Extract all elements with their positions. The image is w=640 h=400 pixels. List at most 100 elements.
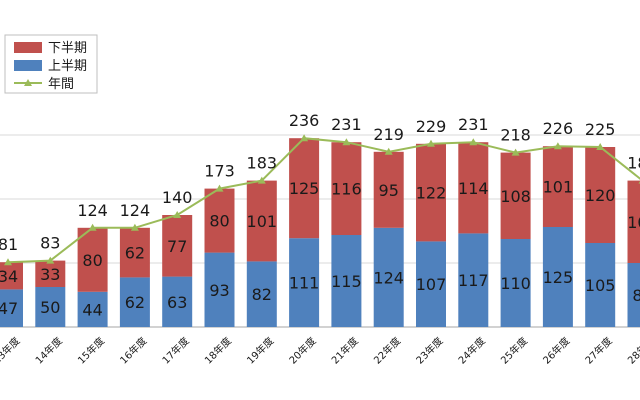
total-label-5: 173 [204, 162, 235, 181]
bar-upper-half-14 [585, 243, 616, 327]
bar-lower-half-2 [77, 227, 108, 292]
data-label-upper-half-14: 105 [585, 276, 616, 295]
data-label-upper-half-0: 47 [0, 299, 18, 318]
annual-marker-8 [342, 138, 351, 146]
data-label-upper-half-4: 63 [167, 293, 187, 312]
total-label-15: 183 [627, 154, 640, 173]
bar-lower-half-11 [458, 142, 489, 234]
total-label-6: 183 [247, 154, 278, 173]
data-label-lower-half-10: 122 [416, 184, 447, 203]
bar-lower-half-8 [331, 142, 362, 235]
legend-label-annual: 年間 [48, 77, 74, 92]
annual-marker-4 [173, 211, 182, 218]
legend-swatch-upper-half [14, 60, 42, 71]
legend-swatch-annual-marker [24, 79, 32, 86]
data-label-upper-half-8: 115 [331, 272, 362, 291]
total-label-8: 231 [331, 115, 362, 134]
total-labels: 81 83 124 124 140 173 183 236 231 219 229 231 218 226… [0, 111, 640, 254]
data-label-upper-half-2: 44 [82, 300, 102, 319]
bar-lower-half-14 [585, 147, 616, 243]
data-label-lower-half-14: 120 [585, 186, 616, 205]
bar-upper-half-10 [416, 241, 446, 327]
bar-upper-half-0 [0, 289, 23, 327]
annual-marker-6 [257, 176, 266, 184]
bar-upper-half-5 [204, 252, 235, 327]
legend-label-upper-half: 上半期 [48, 59, 87, 74]
bar-upper-half-11 [458, 233, 489, 327]
data-label-lower-half-15: 103 [627, 213, 640, 232]
data-label-upper-half-15: 80 [632, 286, 640, 305]
annual-marker-13 [553, 142, 562, 150]
data-label-lower-half-3: 62 [125, 244, 145, 263]
data-label-lower-half-13: 101 [543, 178, 574, 197]
legend-label-lower-half: 下半期 [48, 41, 87, 56]
bar-lower-half-3 [119, 227, 150, 278]
bar-lower-half-0 [0, 262, 23, 290]
data-label-upper-half-13: 125 [543, 268, 574, 287]
bar-upper-half-8 [331, 235, 362, 327]
total-label-14: 225 [585, 120, 616, 139]
total-label-10: 229 [416, 117, 447, 136]
data-label-lower-half-2: 80 [82, 251, 102, 270]
annual-line-series [4, 134, 640, 266]
total-label-13: 226 [543, 119, 574, 138]
annual-marker-5 [215, 184, 224, 192]
bar-lower-half-13 [542, 146, 573, 227]
annual-marker-12 [511, 148, 520, 156]
bar-lower-half-9 [373, 151, 404, 228]
bar-upper-half-4 [162, 276, 193, 327]
annual-marker-7 [300, 134, 309, 142]
data-label-lower-half-8: 116 [331, 180, 362, 199]
data-label-upper-half-10: 107 [416, 275, 447, 294]
data-label-upper-half-1: 50 [40, 298, 60, 317]
data-label-lower-half-11: 114 [458, 179, 489, 198]
data-label-lower-half-12: 108 [500, 187, 531, 206]
annual-marker-11 [469, 138, 478, 146]
annual-marker-3 [130, 223, 139, 231]
annual-marker-14 [596, 143, 605, 150]
bar-upper-half-2 [77, 291, 108, 327]
legend-swatch-lower-half [14, 42, 42, 53]
data-label-upper-half-3: 62 [125, 293, 145, 312]
bar-lower-half-7 [289, 138, 320, 239]
data-label-lower-half-9: 95 [379, 181, 399, 200]
total-label-7: 236 [289, 111, 320, 130]
bar-upper-half-9 [373, 227, 404, 327]
total-label-2: 124 [77, 201, 108, 220]
total-label-0: 81 [0, 235, 18, 254]
bar-upper-half-13 [542, 227, 573, 327]
data-label-upper-half-11: 117 [458, 271, 489, 290]
bar-lower-half-4 [162, 215, 193, 277]
data-label-upper-half-7: 111 [289, 274, 320, 293]
annual-marker-10 [427, 139, 435, 147]
bar-upper-half-1 [35, 287, 66, 327]
total-label-12: 218 [500, 126, 531, 145]
annual-marker-0 [4, 258, 12, 266]
annual-line [7, 137, 640, 264]
bar-series [0, 138, 640, 327]
bar-upper-half-3 [119, 277, 150, 327]
annual-marker-1 [46, 256, 55, 264]
bar-upper-half-7 [289, 238, 320, 327]
bar-upper-half-6 [246, 261, 277, 327]
data-label-upper-half-12: 110 [500, 274, 531, 293]
bar-lower-half-1 [35, 260, 66, 287]
total-label-9: 219 [373, 125, 404, 144]
bar-lower-half-15 [627, 180, 640, 263]
data-label-upper-half-5: 93 [209, 281, 229, 300]
total-label-3: 124 [120, 201, 151, 220]
annual-marker-2 [88, 223, 97, 231]
total-label-11: 231 [458, 115, 489, 134]
bar-lower-half-5 [204, 188, 235, 253]
data-labels: 47 34 50 33 44 80 62 62 63 77 93 80 82 101 111 125 115 11… [0, 178, 640, 320]
bar-lower-half-10 [416, 143, 446, 242]
legend: 下半期 上半期 年間 [4, 34, 98, 94]
total-label-1: 83 [40, 234, 60, 253]
total-label-4: 140 [162, 188, 193, 207]
data-label-upper-half-6: 82 [252, 285, 272, 304]
data-label-lower-half-4: 77 [167, 237, 187, 256]
annual-marker-9 [384, 147, 393, 155]
data-label-lower-half-6: 101 [247, 212, 278, 231]
